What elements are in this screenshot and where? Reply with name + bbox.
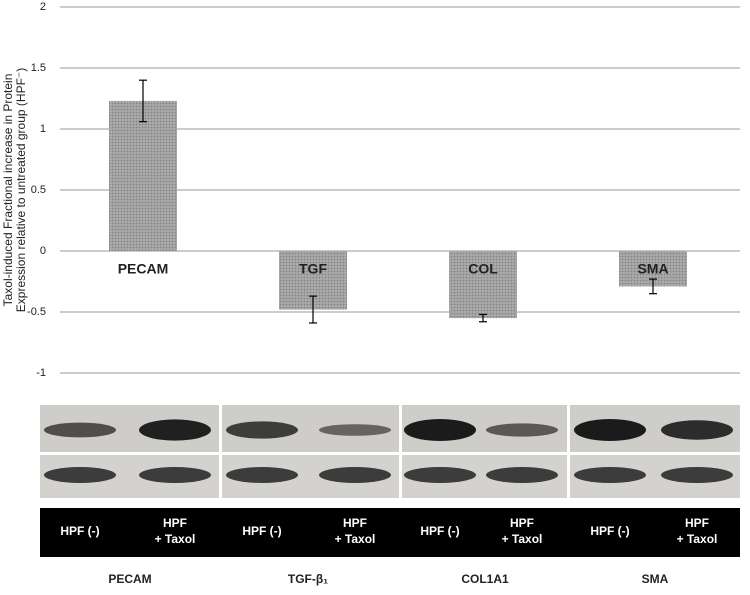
lane-label: HPF (343, 516, 367, 530)
blot-band (44, 467, 116, 483)
blot-band (226, 421, 298, 439)
y-tick-label: -1 (36, 367, 46, 379)
bar-texture (449, 251, 517, 319)
blot-band (44, 422, 116, 438)
category-label: PECAM (118, 261, 169, 277)
lane-label: + Taxol (502, 532, 543, 546)
lane-label: HPF (-) (242, 524, 281, 538)
protein-label: COL1A1 (461, 572, 509, 586)
lane-label: + Taxol (335, 532, 376, 546)
protein-label: SMA (642, 572, 669, 586)
y-tick-label: 0.5 (31, 184, 46, 196)
lane-label: + Taxol (677, 532, 718, 546)
protein-label: TGF-β₁ (288, 572, 328, 586)
blot-band (404, 419, 476, 441)
y-tick-label: -0.5 (27, 306, 46, 318)
blot-band (661, 467, 733, 483)
lane-label: HPF (685, 516, 709, 530)
lane-label: HPF (-) (590, 524, 629, 538)
blot-band (139, 419, 211, 441)
category-label: TGF (299, 261, 327, 277)
blot-band (486, 423, 558, 437)
blot-band (319, 424, 391, 436)
blot-band (661, 420, 733, 440)
blot-band (486, 467, 558, 483)
lane-label-bar (40, 508, 740, 557)
blot-band (574, 467, 646, 483)
blot-band (574, 419, 646, 441)
lane-label: + Taxol (155, 532, 196, 546)
category-label: COL (468, 261, 498, 277)
y-axis-label: Expression relative to untreated group (… (14, 68, 28, 312)
category-label: SMA (637, 261, 668, 277)
lane-label: HPF (163, 516, 187, 530)
blot-band (226, 467, 298, 483)
y-tick-label: 1.5 (31, 62, 46, 74)
lane-label: HPF (-) (60, 524, 99, 538)
y-tick-label: 0 (40, 245, 46, 257)
blot-band (139, 467, 211, 483)
blot-band (404, 467, 476, 483)
y-tick-label: 1 (40, 123, 46, 135)
y-axis-label: Taxol-induced Fractional increase in Pro… (1, 74, 15, 307)
lane-label: HPF (-) (420, 524, 459, 538)
protein-label: PECAM (108, 572, 151, 586)
bar-texture (109, 100, 177, 251)
y-tick-label: 2 (40, 1, 46, 13)
lane-label: HPF (510, 516, 534, 530)
blot-band (319, 467, 391, 483)
